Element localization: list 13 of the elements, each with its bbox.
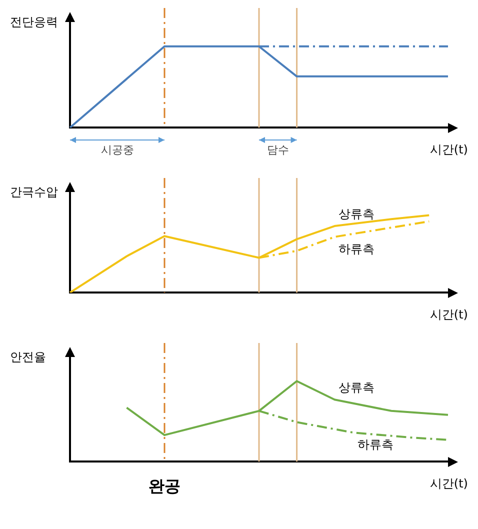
text: 담수 <box>266 144 289 157</box>
series-label: 하류측 <box>358 438 394 452</box>
series-label: 상류측 <box>338 207 375 222</box>
series-label: 하류측 <box>338 242 375 256</box>
y-axis-title: 안전율 <box>10 350 46 364</box>
y-axis-title: 전단응력 <box>10 15 58 29</box>
x-axis-title: 시간(t) <box>430 308 468 322</box>
x-axis-title: 시간(t) <box>430 142 468 157</box>
series-label: 상류측 <box>338 380 375 395</box>
x-axis-title: 시간(t) <box>430 476 468 491</box>
text: 시공중 <box>100 144 134 157</box>
y-axis-title: 간극수압 <box>10 185 58 199</box>
text: 완공 <box>148 476 180 496</box>
